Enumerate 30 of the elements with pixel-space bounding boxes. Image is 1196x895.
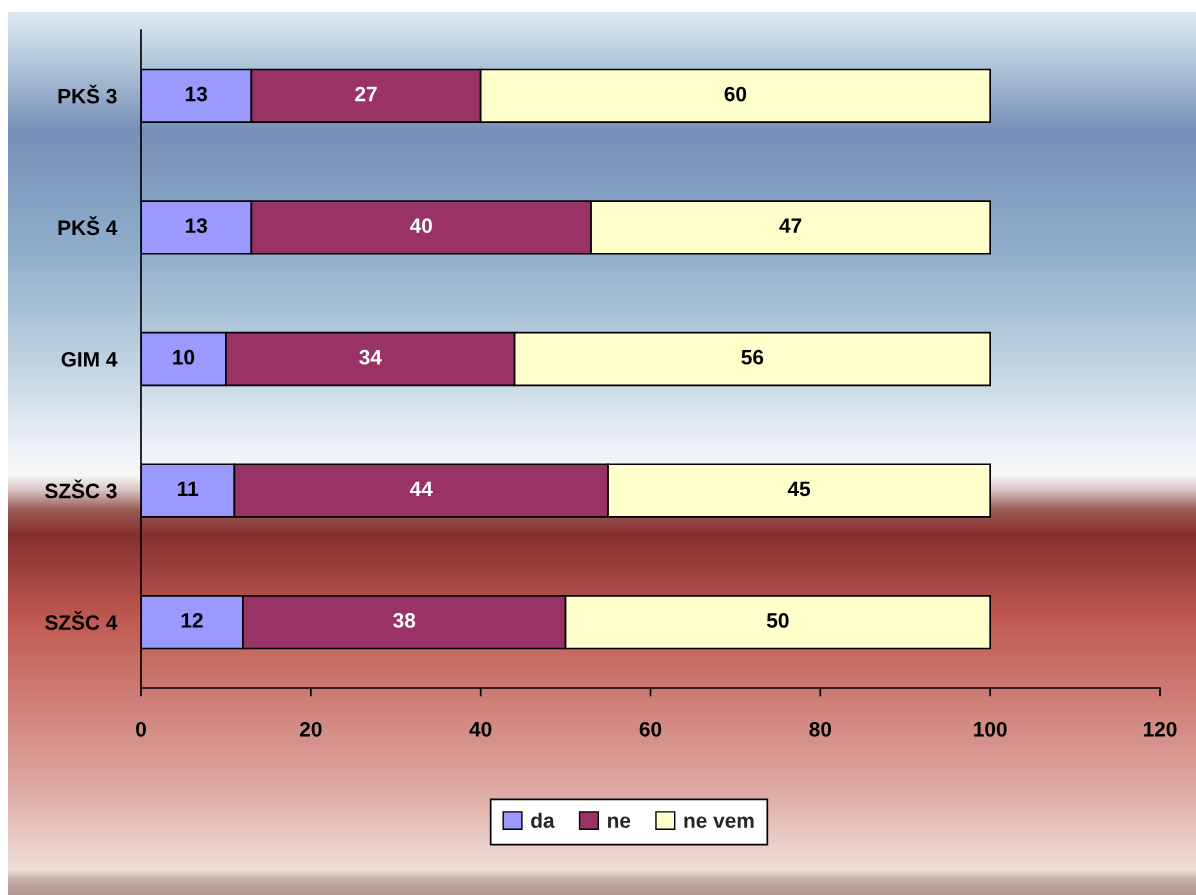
legend-label: ne <box>608 816 631 828</box>
x-tick-label: 20 <box>299 721 322 737</box>
x-tick-label: 60 <box>639 721 662 737</box>
legend-label: da <box>531 812 555 828</box>
legend-label: ne vem <box>684 816 754 828</box>
data-label: 50 <box>766 613 789 628</box>
data-label: 13 <box>185 86 208 102</box>
data-label: 34 <box>359 349 382 365</box>
data-label: 40 <box>409 218 432 233</box>
data-label: 45 <box>787 481 811 497</box>
data-label: 27 <box>355 86 377 102</box>
data-label: 56 <box>741 349 764 365</box>
data-label: 13 <box>185 218 208 234</box>
y-tick-label: GIM 4 <box>61 352 118 367</box>
x-tick-label: 0 <box>136 721 146 737</box>
data-label: 12 <box>181 613 203 628</box>
x-tick-label: 100 <box>974 721 1007 737</box>
y-tick-label: SZŠC 3 <box>45 479 117 499</box>
x-tick-label: 80 <box>809 721 832 737</box>
data-label: 47 <box>779 218 802 233</box>
data-label: 38 <box>393 613 416 628</box>
x-tick-label: 120 <box>1143 721 1177 737</box>
y-tick-label: PKŠ 3 <box>58 84 117 104</box>
data-label: 10 <box>173 349 195 365</box>
x-tick-label: 40 <box>469 721 492 737</box>
y-tick-label: PKŠ 4 <box>58 216 118 236</box>
data-label: 60 <box>724 86 747 102</box>
y-tick-label: SZŠC 4 <box>45 611 118 630</box>
data-label: 11 <box>178 481 199 496</box>
data-label: 44 <box>409 481 433 496</box>
